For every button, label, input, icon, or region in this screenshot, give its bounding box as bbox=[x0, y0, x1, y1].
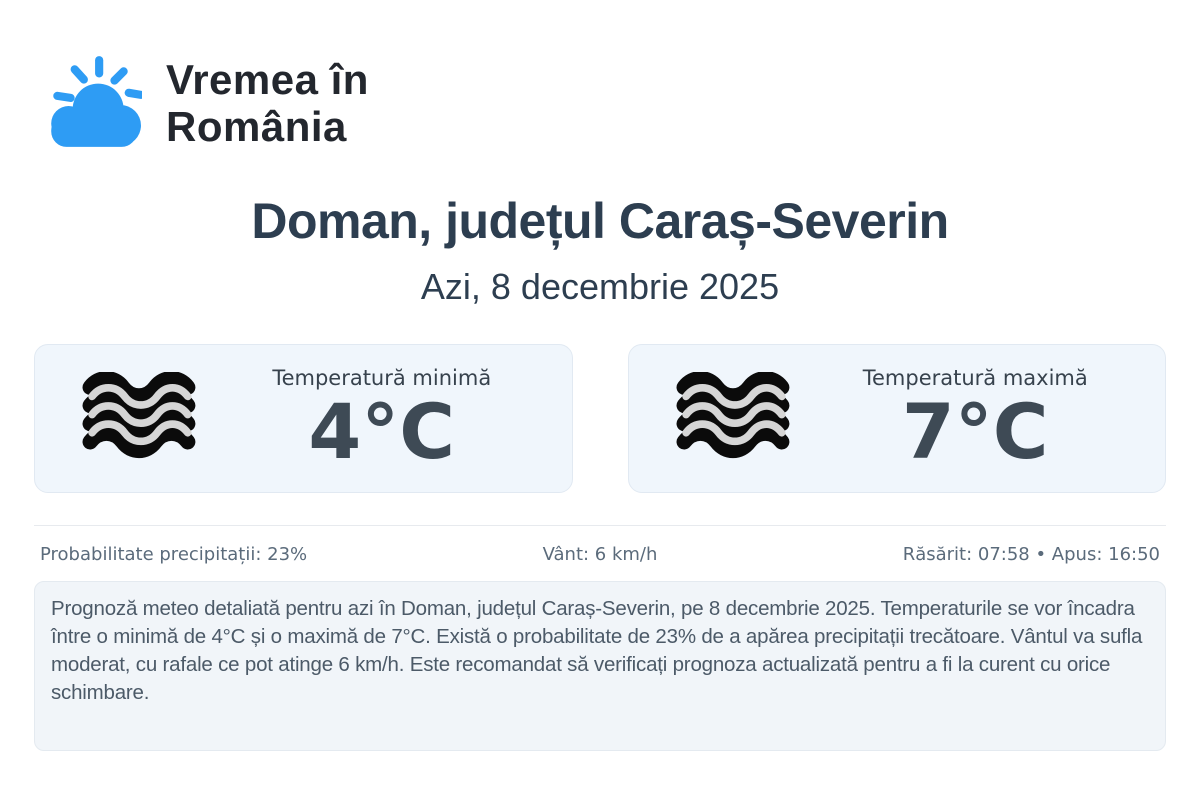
brand-name-line1: Vremea în bbox=[166, 56, 369, 103]
brand-name: Vremea în România bbox=[166, 56, 369, 150]
precipitation-stat: Probabilitate precipitații: 23% bbox=[40, 544, 308, 565]
weather-page: Vremea în România Doman, județul Caraș-S… bbox=[0, 52, 1200, 751]
brand-name-line2: România bbox=[166, 103, 347, 150]
fog-icon bbox=[670, 371, 794, 465]
temperature-cards: Temperatură minimă 4°C bbox=[34, 344, 1166, 493]
forecast-description: Prognoză meteo detaliată pentru azi în D… bbox=[34, 581, 1166, 751]
max-temperature-value: 7°C bbox=[901, 386, 1049, 476]
min-temperature-value: 4°C bbox=[308, 386, 456, 476]
max-temperature-text: Temperatură maximă 7°C bbox=[816, 366, 1136, 472]
wind-stat: Vânt: 6 km/h bbox=[542, 544, 658, 565]
sunrise-sunset-stat: Răsărit: 07:58 • Apus: 16:50 bbox=[902, 544, 1160, 565]
page-title: Doman, județul Caraș-Severin bbox=[251, 193, 949, 249]
brand-header: Vremea în România bbox=[40, 52, 1200, 154]
min-temperature-text: Temperatură minimă 4°C bbox=[222, 366, 542, 472]
min-temperature-label: Temperatură minimă bbox=[272, 365, 492, 390]
max-temperature-label: Temperatură maximă bbox=[862, 365, 1088, 390]
min-temperature-card: Temperatură minimă 4°C bbox=[34, 344, 573, 493]
fog-icon bbox=[76, 371, 200, 465]
sun-cloud-icon bbox=[40, 52, 142, 154]
date-subtitle: Azi, 8 decembrie 2025 bbox=[420, 266, 780, 307]
section-divider bbox=[34, 525, 1166, 526]
weather-stats-row: Probabilitate precipitații: 23% Vânt: 6 … bbox=[40, 544, 1160, 565]
max-temperature-card: Temperatură maximă 7°C bbox=[627, 344, 1166, 493]
